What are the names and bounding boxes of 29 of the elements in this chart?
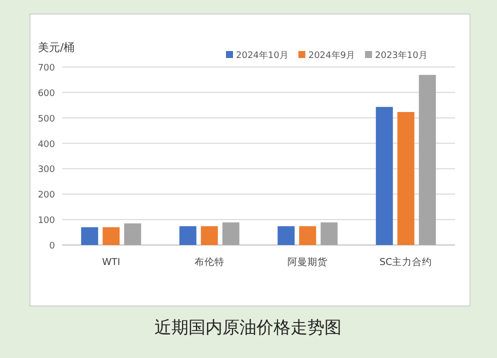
y-tick-label: 700 bbox=[38, 64, 56, 74]
bar bbox=[81, 227, 98, 245]
bar bbox=[397, 112, 414, 245]
y-tick-label: 500 bbox=[38, 114, 56, 124]
y-tick-label: 300 bbox=[38, 165, 56, 176]
bar bbox=[124, 223, 142, 245]
bar bbox=[179, 226, 196, 245]
y-tick-label: 200 bbox=[38, 190, 56, 201]
x-tick-label: 布伦特 bbox=[194, 256, 224, 268]
bar bbox=[418, 74, 436, 245]
legend-label: 2024年9月 bbox=[308, 50, 355, 61]
y-tick-label: 400 bbox=[38, 140, 56, 150]
legend-label: 2023年10月 bbox=[375, 50, 428, 61]
bar bbox=[320, 222, 338, 245]
bar bbox=[376, 106, 393, 245]
bar bbox=[200, 226, 218, 245]
legend-label: 2024年10月 bbox=[236, 50, 288, 61]
x-tick-label: 阿曼期货 bbox=[288, 256, 328, 268]
y-axis-title: 美元/桶 bbox=[38, 41, 75, 54]
y-tick-label: 100 bbox=[38, 216, 56, 226]
bar bbox=[102, 227, 120, 245]
bar bbox=[299, 226, 316, 245]
bar bbox=[278, 226, 295, 245]
x-tick-label: WTI bbox=[102, 257, 120, 268]
y-tick-label: 600 bbox=[38, 88, 56, 99]
x-tick-label: SC主力合约 bbox=[380, 256, 432, 268]
y-tick-label: 0 bbox=[49, 242, 56, 252]
text: 近期国内原油价格走势图 bbox=[154, 318, 342, 338]
bar bbox=[222, 222, 240, 245]
